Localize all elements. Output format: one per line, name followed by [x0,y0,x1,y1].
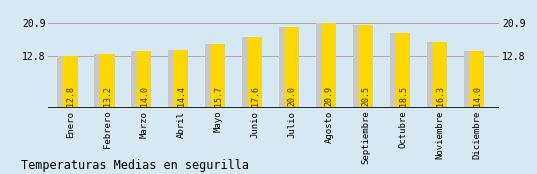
Bar [279,27,293,108]
Bar [212,44,226,108]
Bar [57,56,71,108]
Bar [433,42,447,108]
Bar [242,37,256,108]
Bar [248,37,263,108]
Bar [63,56,77,108]
Text: 20.9: 20.9 [325,86,334,106]
Bar [175,50,188,108]
Bar [131,51,145,108]
Text: 20.5: 20.5 [362,86,371,106]
Bar [100,54,114,108]
Text: 14.4: 14.4 [177,86,186,106]
Bar [94,54,108,108]
Text: 13.2: 13.2 [103,86,112,106]
Text: 17.6: 17.6 [251,86,260,106]
Bar [353,25,367,108]
Bar [137,51,151,108]
Bar [322,23,336,108]
Bar [285,27,300,108]
Text: 14.0: 14.0 [140,86,149,106]
Text: 15.7: 15.7 [214,86,223,106]
Text: 16.3: 16.3 [436,86,445,106]
Text: Temperaturas Medias en segurilla: Temperaturas Medias en segurilla [21,159,250,172]
Text: 20.0: 20.0 [288,86,297,106]
Bar [359,25,373,108]
Bar [426,42,441,108]
Bar [316,23,330,108]
Text: 18.5: 18.5 [399,86,408,106]
Bar [390,33,404,108]
Text: 12.8: 12.8 [66,86,75,106]
Text: 14.0: 14.0 [473,86,482,106]
Bar [168,50,182,108]
Bar [463,51,477,108]
Bar [470,51,484,108]
Bar [205,44,219,108]
Bar [396,33,410,108]
